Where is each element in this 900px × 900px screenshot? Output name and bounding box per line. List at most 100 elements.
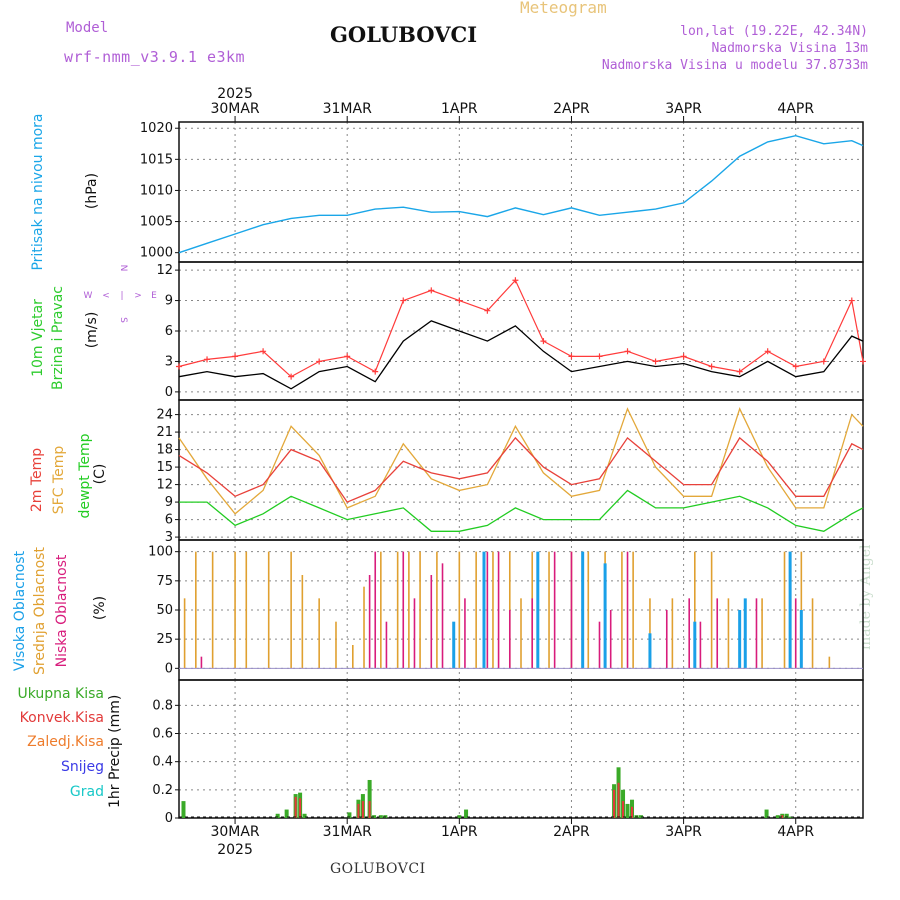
top-day-label: 3APR: [665, 101, 702, 117]
dir-label-west: W: [84, 291, 93, 301]
precip-bar: [617, 782, 620, 818]
ytick-label: 12: [156, 263, 173, 278]
gust-marker: [596, 353, 603, 360]
precip-bar: [613, 789, 616, 818]
gust-marker: [860, 358, 866, 365]
bottom-day-label: 31MAR: [323, 824, 372, 840]
top-day-label: 2APR: [553, 101, 590, 117]
dir-label-east: E: [151, 291, 157, 301]
top-day-label: 31MAR: [323, 101, 372, 117]
gust-marker: [428, 287, 435, 294]
model-label: Model: [66, 20, 109, 36]
precip-bar: [181, 801, 186, 818]
bottom-year-label: 2025: [217, 842, 253, 858]
gust-marker: [708, 363, 715, 370]
gust-marker: [680, 353, 687, 360]
bottom-day-label: 30MAR: [210, 824, 259, 840]
footer-station: GOLUBOVCI: [330, 861, 426, 877]
gust-marker: [400, 297, 407, 304]
legend-conv-precip: Konvek.Kisa: [19, 710, 104, 726]
ytick-label: 6: [165, 513, 173, 528]
ytick-label: 9: [165, 495, 173, 510]
model-name: wrf-nmm_v3.9.1 e3km: [64, 48, 246, 66]
precip-bar: [284, 809, 289, 818]
ytick-label: 24: [156, 408, 173, 423]
ytick-label: 21: [156, 425, 173, 440]
gust-marker: [204, 356, 211, 363]
ytick-label: 1000: [140, 246, 173, 261]
gust-marker: [736, 368, 743, 375]
ytick-label: 3: [165, 354, 173, 369]
gust-marker: [848, 297, 855, 304]
precip-bar: [302, 813, 307, 818]
gust-marker: [512, 277, 519, 284]
ytick-label: 75: [156, 574, 173, 589]
gust-marker: [176, 363, 182, 370]
panel-frame: [178, 679, 864, 819]
gust-marker: [540, 338, 547, 345]
gust-marker: [232, 353, 239, 360]
top-day-label: 1APR: [441, 101, 478, 117]
dir-arrow-west: <: [102, 291, 110, 301]
precip-bar: [368, 801, 371, 818]
pressure-line: [178, 134, 864, 254]
elevation-text: Nadmorska Visina 13m: [711, 41, 868, 56]
gust-marker: [344, 353, 351, 360]
precip-bar: [372, 815, 377, 818]
gust-marker: [288, 373, 295, 380]
ytick-label: 3: [165, 530, 173, 545]
gust-marker: [820, 358, 827, 365]
dir-pipe: |: [120, 291, 123, 301]
wind-speed-line: [178, 320, 864, 390]
ytick-label: 18: [156, 443, 173, 458]
dir-arrow-east: >: [134, 291, 142, 301]
gust-marker: [624, 348, 631, 355]
precip-bar: [275, 813, 280, 818]
gust-marker: [260, 348, 267, 355]
panel-frame: [178, 399, 864, 541]
precip-bar: [775, 815, 780, 818]
bottom-day-label: 2APR: [553, 824, 590, 840]
gust-marker: [484, 307, 491, 314]
ytick-label: 15: [156, 460, 173, 475]
ytick-label: 0: [165, 385, 173, 400]
precip-bar: [638, 815, 643, 818]
ytick-label: 25: [156, 632, 173, 647]
temp2m-line: [178, 436, 864, 503]
gust-marker: [764, 348, 771, 355]
ytick-label: 1010: [140, 183, 173, 198]
ytick-label: 12: [156, 478, 173, 493]
precip-bar: [299, 798, 302, 818]
bottom-day-label: 1APR: [441, 824, 478, 840]
gust-line: [178, 279, 864, 378]
precip-bar: [764, 809, 769, 818]
bottom-day-label: 4APR: [777, 824, 814, 840]
precip-bar: [784, 813, 789, 818]
dir-label-north: N: [118, 265, 128, 272]
ytick-label: 0.2: [152, 783, 173, 798]
gust-marker: [652, 358, 659, 365]
precip-bar: [457, 815, 462, 818]
lonlat-text: lon,lat (19.22E, 42.34N): [680, 24, 868, 39]
precip-bar: [625, 803, 630, 818]
ytick-label: 0.6: [152, 727, 173, 742]
precip-bar: [357, 803, 360, 818]
legend-graupel: Grad: [69, 784, 104, 800]
precip-bar: [294, 796, 297, 818]
top-year-label: 2025: [217, 86, 253, 102]
ytick-label: 100: [148, 545, 173, 560]
precip-bar: [367, 779, 372, 818]
precip-bar: [361, 801, 364, 818]
ytick-label: 50: [156, 603, 173, 618]
top-day-label: 4APR: [777, 101, 814, 117]
precip-bar: [631, 806, 634, 818]
legend-frz-precip: Zaledj.Kisa: [27, 734, 104, 750]
precip-bar: [781, 815, 784, 818]
dewpoint-line: [179, 489, 864, 532]
gust-marker: [456, 297, 463, 304]
model-elevation-text: Nadmorska Visina u modelu 37.8733m: [601, 58, 868, 73]
gust-marker: [316, 358, 323, 365]
precip-bar: [347, 812, 352, 818]
ytick-label: 0.8: [152, 698, 173, 713]
